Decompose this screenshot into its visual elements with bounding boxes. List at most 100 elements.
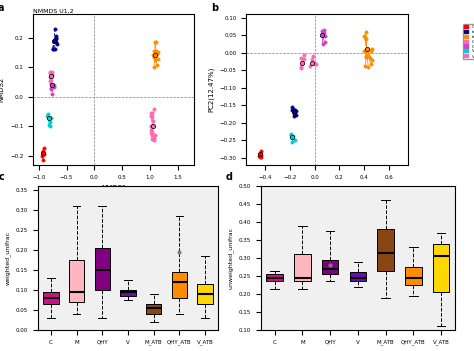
Point xyxy=(289,134,296,140)
Point xyxy=(49,46,56,52)
Point xyxy=(289,107,296,113)
Point xyxy=(147,130,155,136)
PathPatch shape xyxy=(266,274,283,282)
PathPatch shape xyxy=(43,292,58,304)
Point xyxy=(153,62,161,68)
Point xyxy=(292,107,299,113)
Point xyxy=(48,86,55,91)
Point xyxy=(46,123,54,129)
Point xyxy=(289,106,297,111)
Point xyxy=(149,118,157,124)
Point xyxy=(310,61,318,66)
Text: b: b xyxy=(211,3,218,13)
Point xyxy=(51,82,58,88)
Point xyxy=(361,33,368,39)
Point xyxy=(150,137,157,143)
Point xyxy=(319,32,326,38)
Legend: C, tol, tol_ATB, QHY1, QHY1_ATB, V, V_ATB: C, tol, tol_ATB, QHY1, QHY1_ATB, V, V_AT… xyxy=(463,24,474,59)
Point xyxy=(152,53,159,58)
Point xyxy=(47,77,55,82)
Text: a: a xyxy=(0,3,4,13)
Point xyxy=(309,60,316,66)
Point xyxy=(148,136,155,141)
Point xyxy=(291,137,298,143)
Point xyxy=(38,153,46,159)
Point xyxy=(312,61,319,66)
Point xyxy=(154,57,162,62)
Point xyxy=(48,86,55,92)
Point xyxy=(298,65,305,71)
Point xyxy=(148,110,155,115)
Point xyxy=(150,54,158,60)
Point xyxy=(48,69,56,74)
Point xyxy=(151,133,159,138)
Point xyxy=(321,39,328,45)
Point xyxy=(288,131,295,136)
Text: c: c xyxy=(0,172,4,182)
PathPatch shape xyxy=(94,248,110,290)
Point xyxy=(365,64,372,70)
Point xyxy=(289,107,297,112)
Point xyxy=(148,114,156,120)
Point xyxy=(155,49,162,55)
PathPatch shape xyxy=(294,254,310,282)
PathPatch shape xyxy=(172,272,187,298)
Point xyxy=(46,74,54,80)
Point xyxy=(47,73,55,79)
Point xyxy=(257,148,264,154)
PathPatch shape xyxy=(69,260,84,302)
Point xyxy=(318,28,326,34)
Point xyxy=(321,33,328,39)
Text: NMMDS U1,2: NMMDS U1,2 xyxy=(33,9,74,14)
Y-axis label: PC2(12.47%): PC2(12.47%) xyxy=(208,67,214,112)
Point xyxy=(151,39,158,44)
Point xyxy=(149,124,156,129)
Point xyxy=(147,127,155,133)
PathPatch shape xyxy=(405,267,422,285)
Point xyxy=(51,47,59,52)
Point xyxy=(311,62,319,67)
Point xyxy=(46,122,53,128)
Point xyxy=(150,64,157,70)
Point xyxy=(363,53,370,59)
Point xyxy=(287,132,295,138)
Point xyxy=(39,157,47,163)
Point xyxy=(52,33,59,38)
Point xyxy=(47,81,55,87)
Y-axis label: NMDS2: NMDS2 xyxy=(0,77,5,102)
Point xyxy=(292,112,300,118)
PathPatch shape xyxy=(349,272,366,282)
X-axis label: PC1(59.68%): PC1(59.68%) xyxy=(304,185,350,192)
PathPatch shape xyxy=(322,260,338,274)
Point xyxy=(367,61,374,66)
Point xyxy=(50,85,57,90)
Point xyxy=(43,113,50,119)
Point xyxy=(290,133,297,138)
Point xyxy=(320,30,328,35)
PathPatch shape xyxy=(146,304,162,314)
PathPatch shape xyxy=(377,229,394,271)
Point xyxy=(53,41,61,47)
Point xyxy=(319,41,327,47)
Point xyxy=(48,91,56,97)
Point xyxy=(52,35,60,41)
Point xyxy=(147,123,155,129)
Point xyxy=(256,154,264,159)
Point xyxy=(368,46,375,52)
Point xyxy=(360,48,368,54)
Point xyxy=(256,152,264,157)
Point xyxy=(46,78,54,84)
Point xyxy=(149,132,156,137)
Point xyxy=(39,150,47,156)
Point xyxy=(362,64,369,69)
Point xyxy=(51,26,59,32)
Point xyxy=(53,39,60,45)
Point xyxy=(257,154,264,159)
Point xyxy=(363,46,371,52)
Point xyxy=(48,72,55,78)
Point xyxy=(40,145,47,151)
Point xyxy=(300,57,308,62)
Point xyxy=(308,57,316,62)
Point xyxy=(366,55,374,61)
Point xyxy=(147,113,155,119)
